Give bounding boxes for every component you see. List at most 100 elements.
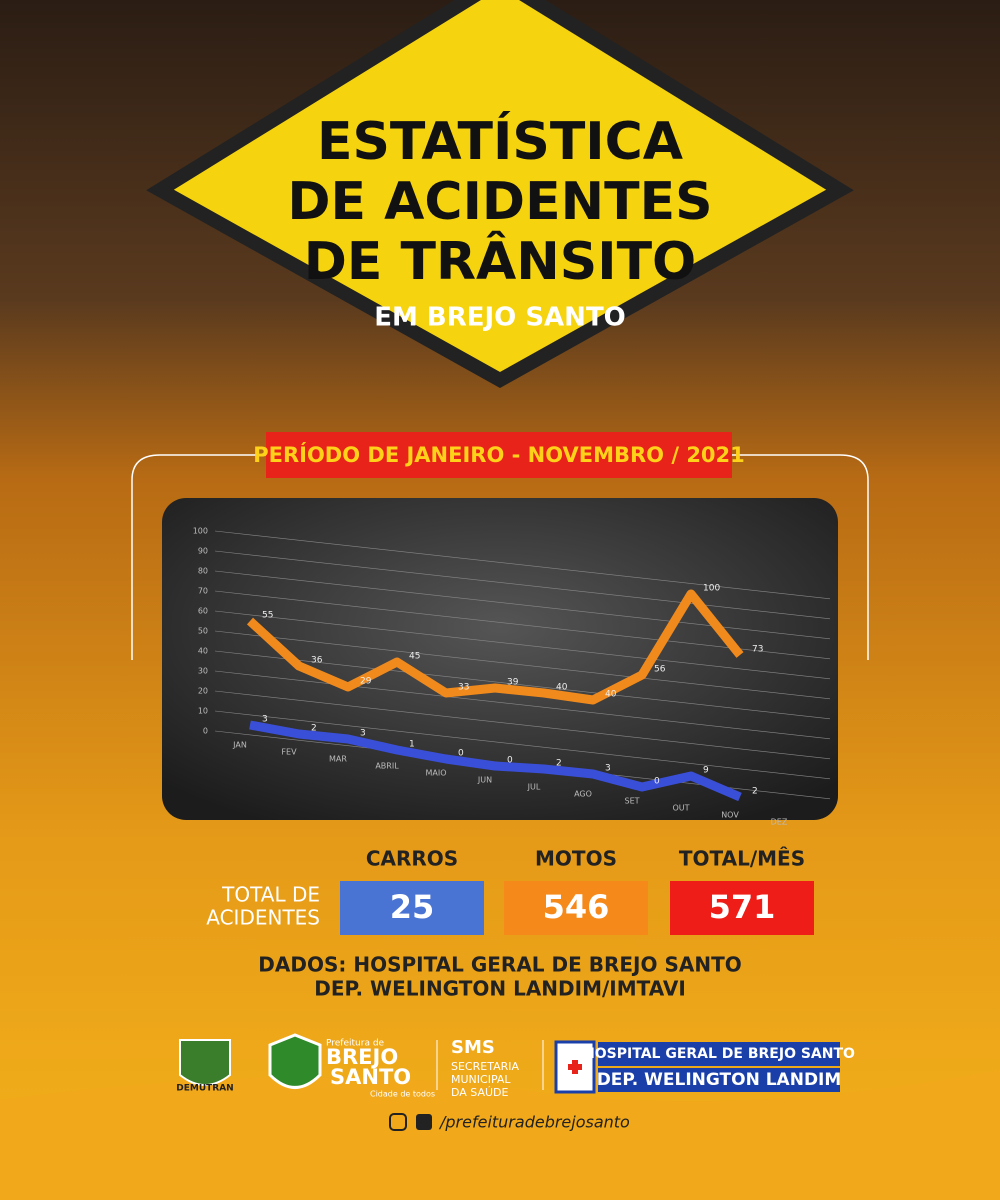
motos-total: 546: [543, 888, 610, 926]
series-line: [249, 720, 742, 802]
grid-line: [214, 630, 831, 700]
motos-box: [504, 881, 648, 935]
title: DE TRÂNSITO: [304, 231, 697, 292]
data-label: 39: [507, 678, 519, 688]
slogan: Cidade de todos: [370, 1090, 435, 1099]
x-tick-label: NOV: [721, 811, 739, 820]
hospital-band: [598, 1068, 840, 1092]
grid-line: [214, 670, 831, 740]
chart-panel: [162, 498, 838, 820]
x-tick-label: FEV: [281, 748, 297, 757]
data-label: 3: [262, 715, 268, 725]
social: /prefeituradebrejosanto: [438, 1113, 630, 1132]
santo: SANTO: [330, 1065, 411, 1089]
data-label: 56: [654, 665, 666, 675]
sms-line: MUNICIPAL: [451, 1073, 511, 1086]
carros-box: [340, 881, 484, 935]
sms-line: SECRETARIA: [451, 1060, 519, 1073]
grid-line: [214, 710, 831, 780]
instagram-icon: [389, 1113, 407, 1131]
total: 571: [709, 888, 776, 926]
pref: Prefeitura de: [326, 1039, 385, 1049]
warning-sign: [146, 0, 854, 389]
facebook-icon: [416, 1114, 432, 1130]
frame: [131, 454, 869, 660]
chart: 0102030405060708090100JANFEVMARABRILMAIO…: [193, 527, 831, 827]
y-tick-label: 10: [198, 707, 208, 716]
x-tick-label: AGO: [574, 790, 592, 799]
column-header: MOTOS: [535, 847, 617, 871]
y-tick-label: 70: [198, 587, 208, 596]
brejo: BREJO: [326, 1045, 398, 1069]
data-label: 29: [360, 677, 372, 687]
totals-label: ACIDENTES: [206, 906, 320, 930]
x-tick-label: MAR: [329, 755, 347, 764]
y-tick-label: 30: [198, 667, 208, 676]
demutran: DEMUTRAN: [176, 1084, 233, 1094]
title: DE ACIDENTES: [287, 172, 712, 232]
total-box: [670, 881, 814, 935]
hospital-name: DEP. WELINGTON LANDIM: [597, 1070, 842, 1090]
data-label: 40: [556, 683, 568, 693]
title: ESTATÍSTICA: [317, 111, 683, 172]
hospital-band: [598, 1042, 840, 1066]
hospital-name: HOSPITAL GERAL DE BREJO SANTO: [583, 1046, 855, 1062]
y-tick-label: 100: [193, 527, 208, 536]
data-label: 55: [262, 611, 273, 621]
data-label: 0: [458, 749, 464, 759]
grid-line: [214, 650, 831, 720]
bottom-wave: [0, 1070, 1000, 1200]
data-label: 40: [605, 690, 617, 700]
y-tick-label: 60: [198, 607, 208, 616]
column-header: CARROS: [366, 847, 458, 871]
x-tick-label: JUN: [477, 776, 492, 785]
data-label: 2: [556, 759, 562, 769]
data-label: 3: [360, 729, 366, 739]
period-band: [266, 432, 732, 478]
grid-line: [214, 550, 831, 620]
carros-total: 25: [390, 888, 435, 926]
x-tick-label: MAIO: [425, 769, 446, 778]
y-tick-label: 40: [198, 647, 208, 656]
data-label: 0: [507, 756, 513, 766]
x-tick-label: DEZ: [771, 818, 788, 827]
x-tick-label: OUT: [672, 804, 689, 813]
data-label: 100: [703, 584, 720, 594]
grid-line: [214, 610, 831, 680]
column-header: TOTAL/MÊS: [679, 847, 805, 871]
subtitle: EM BREJO SANTO: [374, 303, 626, 333]
data-label: 0: [654, 777, 660, 787]
grid-line: [214, 570, 831, 640]
x-tick-label: JUL: [527, 783, 541, 792]
grid-line: [214, 590, 831, 660]
data-label: 9: [703, 766, 709, 776]
grid-line: [214, 690, 831, 760]
demutran-logo: [179, 1039, 231, 1086]
data-label: 45: [409, 652, 420, 662]
sms-line: DA SAÚDE: [451, 1086, 509, 1099]
x-tick-label: SET: [624, 797, 639, 806]
data-label: 73: [752, 645, 763, 655]
series-line: [246, 589, 744, 705]
cross: [568, 1060, 582, 1074]
period: PERÍODO DE JANEIRO - NOVEMBRO / 2021: [253, 442, 745, 467]
data-label: 3: [605, 764, 611, 774]
y-tick-label: 0: [203, 727, 208, 736]
data-label: 33: [458, 683, 469, 693]
data-label: 1: [409, 740, 415, 750]
sms: SMS: [451, 1037, 495, 1058]
totals-label: TOTAL DE: [221, 883, 320, 907]
city-logo: [268, 1033, 322, 1089]
y-tick-label: 90: [198, 547, 208, 556]
grid-line: [214, 530, 831, 600]
y-tick-label: 80: [198, 567, 208, 576]
y-tick-label: 20: [198, 687, 208, 696]
data-label: 2: [311, 724, 317, 734]
source: DEP. WELINGTON LANDIM/IMTAVI: [314, 977, 686, 1001]
data-label: 36: [311, 656, 323, 666]
source: DADOS: HOSPITAL GERAL DE BREJO SANTO: [258, 953, 741, 977]
data-label: 2: [752, 787, 758, 797]
x-tick-label: JAN: [232, 741, 247, 750]
y-tick-label: 50: [198, 627, 208, 636]
